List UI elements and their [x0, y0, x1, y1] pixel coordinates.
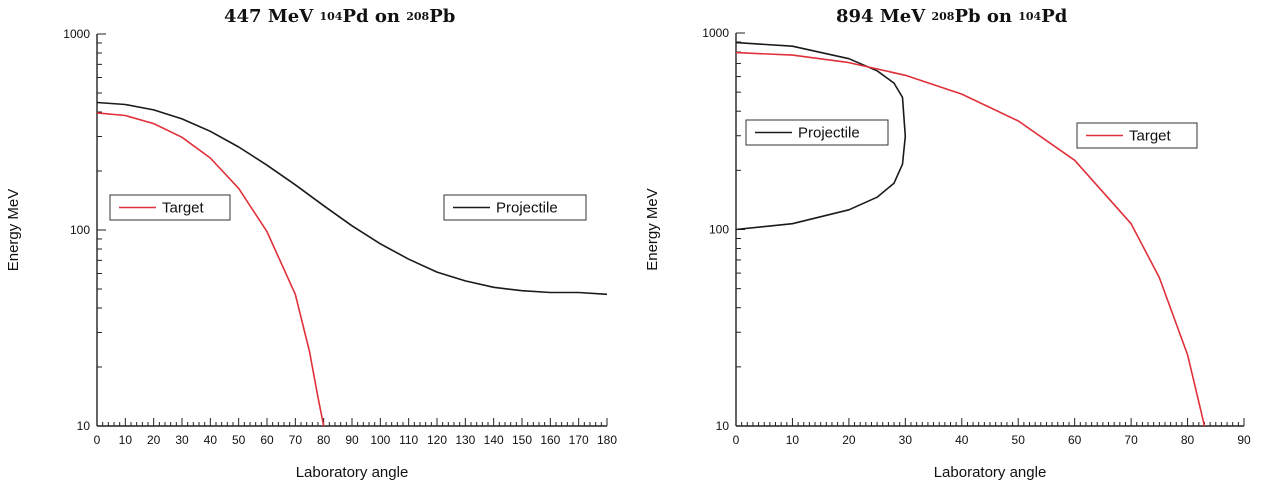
x-tick-label: 100 — [370, 433, 390, 447]
x-tick-label: 150 — [512, 433, 532, 447]
x-axis-title: Laboratory angle — [934, 464, 1047, 481]
series-line-target — [735, 51, 1206, 427]
x-tick-label: 10 — [786, 433, 800, 447]
title-energy: 447 MeV — [224, 6, 314, 27]
title-on: on — [374, 6, 400, 27]
legend-label-projectile: Projectile — [496, 200, 558, 217]
x-tick-label: 0 — [94, 433, 101, 447]
y-tick-label: 100 — [70, 223, 90, 237]
title-on: on — [986, 6, 1012, 27]
title-beam-mass: 208 — [931, 10, 955, 23]
series-line-projectile — [735, 41, 907, 231]
x-tick-label: 50 — [1012, 433, 1026, 447]
x-tick-label: 110 — [399, 433, 418, 447]
legend-label-target: Target — [162, 200, 205, 217]
chart-title: 447 MeV 104Pd on 208Pb — [224, 6, 455, 27]
x-tick-label: 20 — [842, 433, 856, 447]
x-tick-label: 30 — [175, 433, 189, 447]
chart-svg-left: 0 10 20 30 40 50 60 70 80 90 100 110 120 130 140 150 160… — [5, 27, 617, 481]
x-tick-label: 40 — [204, 433, 218, 447]
y-tick-label: 10 — [716, 419, 730, 433]
y-axis-title: Energy MeV — [5, 189, 22, 272]
title-target-element: Pb — [429, 6, 456, 27]
x-tick-label: 20 — [147, 433, 161, 447]
x-tick-label: 80 — [317, 433, 331, 447]
x-tick-label: 130 — [455, 433, 475, 447]
x-tick-label: 40 — [955, 433, 969, 447]
x-tick-label: 60 — [260, 433, 274, 447]
x-tick-label: 70 — [289, 433, 303, 447]
x-tick-label: 170 — [569, 433, 589, 447]
x-tick-label: 120 — [427, 433, 447, 447]
title-beam-element: Pb — [954, 6, 981, 27]
x-tick-label: 180 — [597, 433, 617, 447]
chart-panel-right: 894 MeV 208Pb on 104Pd 0 10 20 30 40 50 60 70 80… — [631, 0, 1262, 486]
legend-label-projectile: Projectile — [798, 125, 860, 142]
title-target-element: Pd — [1041, 6, 1068, 27]
x-tick-label: 160 — [540, 433, 560, 447]
x-tick-label: 0 — [733, 433, 740, 447]
x-tick-label: 50 — [232, 433, 246, 447]
chart-panel-left: 447 MeV 104Pd on 208Pb 0 10 20 30 40 50 60 70 80… — [5, 6, 617, 481]
title-target-mass: 208 — [406, 10, 430, 23]
y-tick-label: 1000 — [702, 26, 729, 40]
y-tick-label: 1000 — [63, 27, 90, 41]
title-beam-mass: 104 — [319, 10, 343, 23]
y-tick-label: 10 — [77, 419, 91, 433]
x-tick-label: 90 — [1237, 433, 1251, 447]
x-tick-label: 30 — [899, 433, 913, 447]
title-energy: 894 MeV — [836, 6, 926, 27]
x-tick-label: 70 — [1124, 433, 1138, 447]
title-target-mass: 104 — [1018, 10, 1042, 23]
y-tick-label: 100 — [709, 223, 729, 237]
legend-box-projectile — [443, 194, 587, 221]
chart-title: 894 MeV 208Pb on 104Pd — [836, 6, 1067, 27]
legend-label-target: Target — [1129, 128, 1172, 145]
x-tick-label: 90 — [345, 433, 359, 447]
x-tick-label: 80 — [1181, 433, 1195, 447]
x-axis-title: Laboratory angle — [296, 464, 409, 481]
x-tick-label: 140 — [484, 433, 504, 447]
x-tick-label: 10 — [119, 433, 133, 447]
x-tick-label: 60 — [1068, 433, 1082, 447]
series-line-target — [96, 112, 325, 427]
title-beam-element: Pd — [342, 6, 369, 27]
series-line-projectile — [96, 101, 608, 296]
y-axis-title: Energy MeV — [644, 188, 661, 271]
